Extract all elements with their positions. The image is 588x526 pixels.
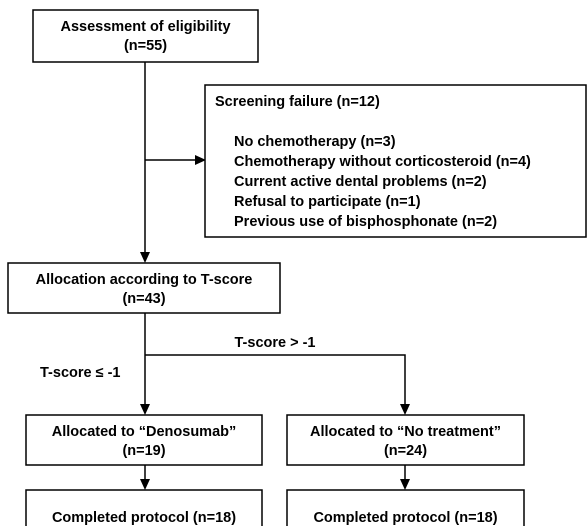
- node-label: (n=43): [122, 291, 165, 307]
- node-label: Completed protocol (n=18): [52, 510, 236, 526]
- connector: [145, 354, 406, 406]
- screening-item: No chemotherapy (n=3): [234, 134, 396, 150]
- edge-label: T-score > -1: [235, 335, 316, 351]
- node-label: (n=55): [124, 38, 167, 54]
- node-box: [286, 489, 525, 526]
- node-box: [32, 9, 259, 63]
- screening-box: [204, 84, 587, 238]
- screening-item: Chemotherapy without corticosteroid (n=4…: [234, 154, 531, 170]
- node-label: Assessment of eligibility: [60, 19, 230, 35]
- screening-item: Current active dental problems (n=2): [234, 174, 487, 190]
- node-label: Allocated to “No treatment”: [310, 424, 501, 440]
- screening-title: Screening failure (n=12): [215, 94, 380, 110]
- arrowhead: [195, 155, 206, 165]
- edge-label: T-score ≤ -1: [40, 365, 121, 381]
- node-label: Completed protocol (n=18): [313, 510, 497, 526]
- arrowhead: [400, 404, 410, 415]
- arrowhead: [140, 404, 150, 415]
- screening-item: Previous use of bisphosphonate (n=2): [234, 214, 497, 230]
- node-box: [286, 414, 525, 466]
- node-box: [7, 262, 281, 314]
- node-label: (n=24): [384, 443, 427, 459]
- node-box: [25, 414, 263, 466]
- node-label: Allocated to “Denosumab”: [52, 424, 237, 440]
- node-label: (n=19): [122, 443, 165, 459]
- arrowhead: [140, 252, 150, 263]
- node-box: [25, 489, 263, 526]
- screening-item: Refusal to participate (n=1): [234, 194, 421, 210]
- arrowhead: [140, 479, 150, 490]
- arrowhead: [400, 479, 410, 490]
- connectors: [140, 62, 410, 490]
- node-label: Allocation according to T-score: [36, 272, 253, 288]
